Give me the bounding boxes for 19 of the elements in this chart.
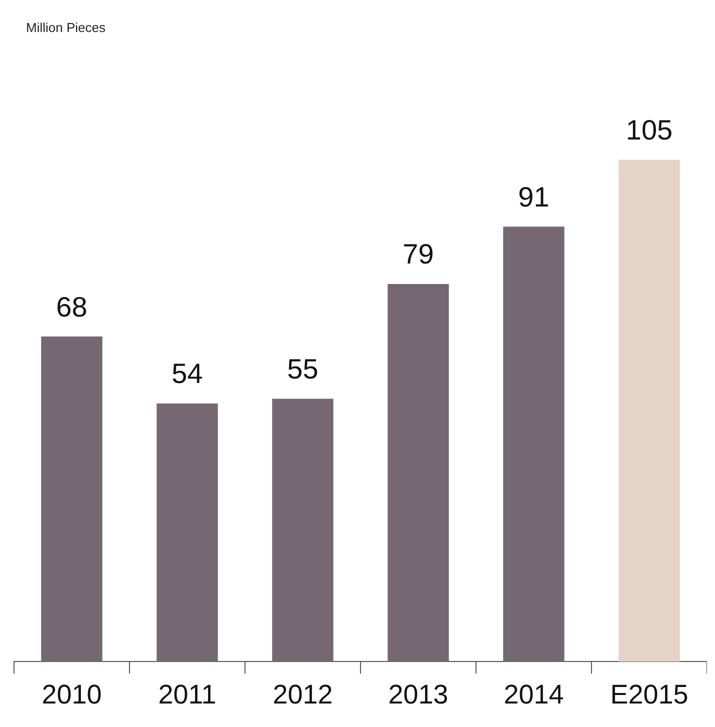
data-label: 79 (402, 238, 434, 270)
bar (618, 160, 680, 662)
bar (503, 226, 564, 662)
x-tick-label: 2014 (504, 679, 564, 710)
data-label: 55 (287, 353, 318, 384)
bar (388, 284, 449, 662)
bar (41, 336, 102, 662)
data-label: 54 (172, 358, 203, 390)
x-tick-label: 2012 (272, 679, 333, 710)
x-tick-label: E2015 (610, 679, 688, 710)
data-label: 105 (626, 114, 673, 146)
data-label: 91 (518, 181, 550, 212)
bar (272, 398, 334, 662)
x-tick-label: 2013 (388, 679, 448, 710)
x-tick-label: 2011 (158, 679, 216, 710)
x-tick-label: 2010 (42, 679, 102, 710)
text: Million Pieces (26, 20, 106, 35)
bar (156, 403, 218, 662)
data-label: 68 (56, 291, 88, 322)
